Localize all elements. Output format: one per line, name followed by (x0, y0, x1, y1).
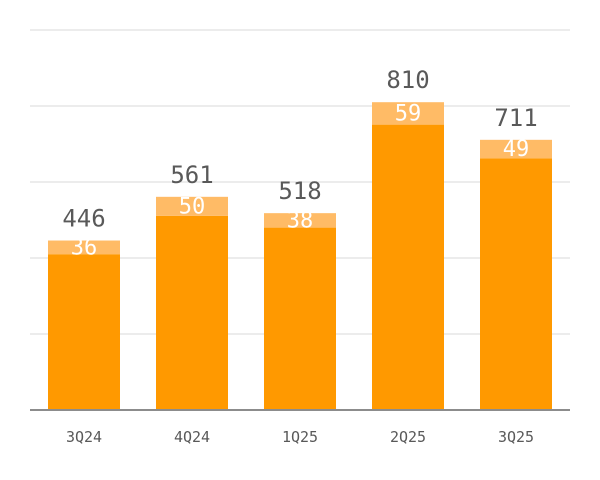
x-tick-label: 1Q25 (282, 428, 318, 446)
bar-total-label: 518 (278, 177, 321, 205)
x-tick-label: 3Q24 (66, 428, 102, 446)
bar-base (372, 124, 444, 411)
bar-total-label: 446 (62, 205, 105, 233)
bar-top (480, 139, 552, 159)
bar-base (48, 254, 120, 410)
bar-base (264, 227, 336, 410)
bars (48, 102, 552, 411)
bar-base (480, 158, 552, 410)
bar-total-label: 561 (170, 161, 213, 189)
bar-top-value-label: 59 (395, 101, 422, 126)
x-tick-label: 2Q25 (390, 428, 426, 446)
bar-base (156, 215, 228, 410)
bar-top (264, 213, 336, 228)
x-tick-label: 4Q24 (174, 428, 210, 446)
bar-top-value-label: 49 (503, 137, 530, 162)
bar-top-value-label: 38 (287, 208, 314, 233)
bar-top (48, 240, 120, 255)
bar-total-label: 810 (386, 66, 429, 94)
bar-total-label: 711 (494, 104, 537, 132)
bar-top (156, 196, 228, 216)
x-tick-label: 3Q25 (498, 428, 534, 446)
bar-top (372, 102, 444, 125)
bar-top-value-label: 50 (179, 194, 206, 219)
bar-top-value-label: 36 (71, 235, 98, 260)
